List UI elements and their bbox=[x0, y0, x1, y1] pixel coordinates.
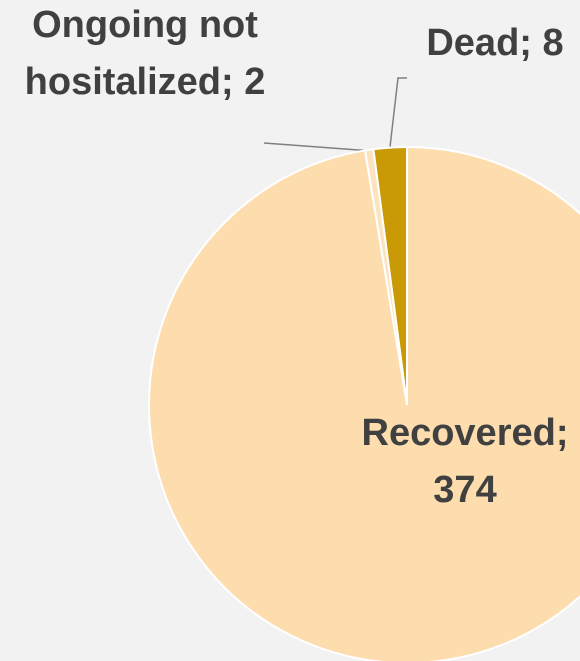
data-label: Ongoing not bbox=[32, 4, 258, 46]
data-label: Dead; 8 bbox=[426, 22, 563, 64]
leader-line bbox=[263, 142, 373, 152]
leader-line bbox=[389, 77, 407, 148]
pie-slice bbox=[148, 145, 580, 661]
data-label: hositalized; 2 bbox=[25, 61, 266, 103]
data-label: Recovered; bbox=[362, 412, 569, 454]
data-label: 374 bbox=[433, 469, 496, 511]
